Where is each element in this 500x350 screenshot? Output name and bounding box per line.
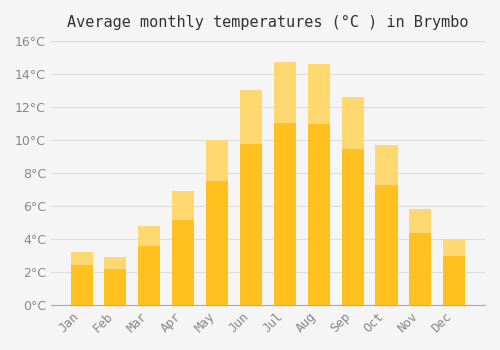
Bar bbox=[206, 140, 228, 305]
Bar bbox=[172, 191, 194, 219]
Bar bbox=[240, 90, 262, 305]
Bar bbox=[376, 145, 398, 185]
Bar bbox=[308, 64, 330, 305]
Bar bbox=[443, 239, 466, 305]
Bar bbox=[172, 191, 194, 305]
Bar bbox=[206, 140, 228, 181]
Bar bbox=[410, 209, 432, 233]
Bar bbox=[274, 62, 296, 123]
Bar bbox=[274, 62, 296, 305]
Bar bbox=[138, 226, 160, 246]
Bar bbox=[138, 226, 160, 305]
Bar bbox=[240, 90, 262, 144]
Bar bbox=[104, 257, 126, 305]
Bar bbox=[410, 209, 432, 305]
Bar bbox=[342, 97, 363, 149]
Title: Average monthly temperatures (°C ) in Brymbo: Average monthly temperatures (°C ) in Br… bbox=[67, 15, 468, 30]
Bar bbox=[70, 252, 92, 305]
Bar bbox=[70, 252, 92, 265]
Bar bbox=[104, 257, 126, 269]
Bar bbox=[443, 239, 466, 256]
Bar bbox=[308, 64, 330, 124]
Bar bbox=[342, 97, 363, 305]
Bar bbox=[376, 145, 398, 305]
